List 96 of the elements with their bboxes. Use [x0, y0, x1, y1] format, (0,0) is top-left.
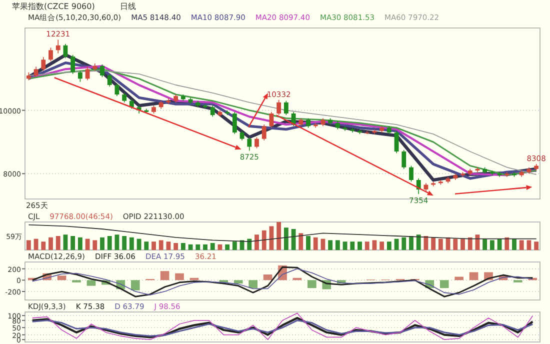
bar — [247, 238, 252, 250]
bar — [26, 240, 31, 250]
candlestick — [394, 130, 399, 154]
bar — [308, 280, 316, 288]
bar — [263, 274, 272, 280]
bar — [114, 234, 120, 250]
bar — [313, 237, 318, 250]
candlestick — [48, 47, 53, 62]
bar — [440, 280, 449, 288]
bar — [468, 237, 472, 250]
bar — [460, 238, 465, 250]
candlestick — [306, 118, 310, 128]
bar — [86, 280, 96, 286]
bar — [504, 237, 510, 250]
candlestick — [107, 74, 112, 87]
candlestick — [232, 112, 237, 134]
bar — [364, 242, 370, 250]
bar — [350, 242, 355, 250]
bar — [248, 280, 258, 288]
candlestick — [409, 165, 414, 182]
candlestick — [34, 66, 38, 78]
bar — [234, 280, 243, 284]
bar — [210, 243, 215, 250]
bar — [254, 234, 259, 250]
bar — [152, 242, 156, 250]
bar — [130, 280, 140, 290]
candlestick — [63, 43, 68, 58]
bar — [56, 236, 60, 250]
chart-title: 苹果指数(CZCE 9060) — [12, 2, 95, 11]
bar — [232, 242, 237, 250]
bar — [48, 237, 53, 250]
bar — [276, 222, 282, 250]
bar — [41, 242, 46, 250]
bar — [431, 237, 436, 250]
bar — [386, 242, 392, 250]
bar — [225, 244, 230, 250]
bar — [180, 243, 186, 250]
candlestick — [284, 100, 288, 116]
bar — [328, 240, 333, 250]
bar — [175, 273, 184, 280]
bar — [196, 244, 200, 250]
bar — [306, 236, 310, 250]
bar — [534, 242, 539, 250]
bar — [78, 237, 82, 250]
candlestick — [114, 83, 120, 96]
candlestick — [41, 56, 46, 72]
candlestick — [240, 130, 244, 141]
bar — [490, 240, 494, 250]
bar — [482, 238, 488, 250]
bar — [174, 243, 178, 250]
bar — [122, 236, 127, 250]
bar — [144, 242, 149, 250]
bar — [342, 242, 348, 250]
bar — [284, 228, 288, 250]
candlestick — [70, 54, 76, 74]
candlestick — [210, 105, 215, 118]
candlestick — [313, 122, 318, 128]
bar — [100, 237, 104, 250]
candlestick — [247, 136, 252, 152]
candlestick — [276, 99, 282, 116]
candlestick — [56, 39, 60, 54]
bar — [469, 272, 478, 280]
bar — [298, 233, 304, 250]
bar — [526, 240, 532, 250]
bar — [70, 236, 76, 250]
bar — [372, 240, 377, 250]
bar — [166, 242, 171, 250]
candlestick — [100, 64, 104, 78]
bar — [63, 234, 68, 250]
bar — [380, 242, 384, 250]
candlestick — [254, 136, 259, 149]
candlestick — [262, 124, 266, 141]
bar — [416, 234, 421, 250]
chart-subtitle: 日线 — [120, 2, 136, 11]
bar — [92, 240, 98, 250]
bar — [107, 236, 112, 250]
bar — [335, 240, 340, 250]
bar — [512, 238, 516, 250]
bar — [57, 276, 66, 280]
candlestick — [85, 66, 90, 81]
bar — [203, 244, 208, 250]
bar — [358, 242, 362, 250]
bar — [158, 240, 164, 250]
bar — [129, 237, 134, 250]
candlestick — [402, 150, 406, 170]
bar — [262, 230, 266, 250]
candlestick — [78, 70, 82, 82]
bar — [454, 276, 464, 280]
line-series — [32, 312, 534, 340]
bar — [438, 238, 443, 250]
bar — [402, 237, 406, 250]
bar — [519, 240, 524, 250]
bar — [160, 271, 170, 280]
candlestick — [122, 92, 127, 103]
bar — [453, 238, 458, 250]
bar — [409, 236, 414, 250]
